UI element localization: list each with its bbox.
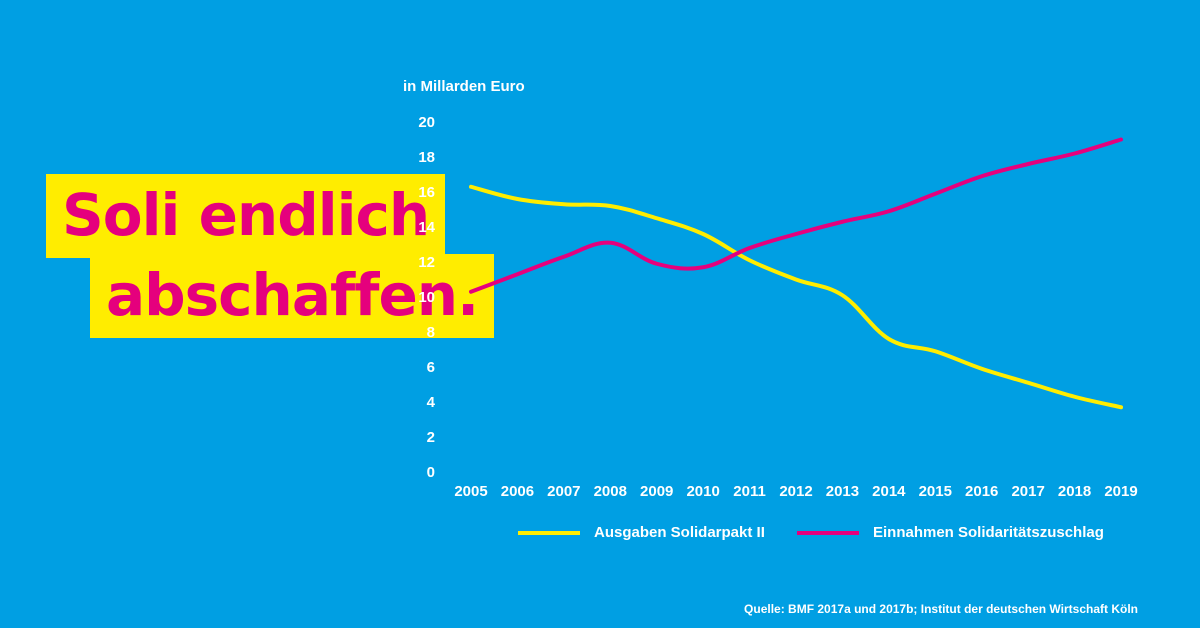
x-tick-label-2009: 2009 bbox=[640, 483, 673, 500]
legend-swatch-ausgaben bbox=[518, 530, 580, 535]
legend-item-einnahmen: Einnahmen Solidaritätszuschlag bbox=[797, 524, 1104, 541]
y-tick-label-14: 14 bbox=[418, 219, 435, 236]
x-tick-label-2005: 2005 bbox=[454, 483, 487, 500]
y-tick-label-6: 6 bbox=[427, 359, 435, 376]
x-tick-label-2014: 2014 bbox=[872, 483, 906, 500]
x-tick-label-2019: 2019 bbox=[1104, 483, 1137, 500]
legend-label-einnahmen: Einnahmen Solidaritätszuschlag bbox=[873, 524, 1104, 541]
y-tick-label-10: 10 bbox=[418, 289, 435, 306]
y-axis-unit-label: in Millarden Euro bbox=[403, 78, 525, 95]
x-tick-label-2007: 2007 bbox=[547, 483, 580, 500]
y-tick-label-8: 8 bbox=[427, 324, 435, 341]
y-tick-label-12: 12 bbox=[418, 254, 435, 271]
series-line-ausgaben bbox=[469, 184, 1123, 410]
x-tick-label-2006: 2006 bbox=[501, 483, 534, 500]
y-tick-label-2: 2 bbox=[427, 429, 435, 446]
x-tick-label-2018: 2018 bbox=[1058, 483, 1091, 500]
x-tick-label-2012: 2012 bbox=[779, 483, 812, 500]
source-note: Quelle: BMF 2017a und 2017b; Institut de… bbox=[744, 602, 1138, 616]
legend-item-ausgaben: Ausgaben Solidarpakt II bbox=[518, 524, 765, 541]
y-tick-label-18: 18 bbox=[418, 149, 435, 166]
legend-swatch-einnahmen bbox=[797, 530, 859, 535]
x-tick-label-2010: 2010 bbox=[686, 483, 719, 500]
headline-line-1: Soli endlich bbox=[46, 174, 446, 258]
series-line-einnahmen bbox=[469, 137, 1123, 294]
legend-label-ausgaben: Ausgaben Solidarpakt II bbox=[594, 524, 765, 541]
x-tick-label-2016: 2016 bbox=[965, 483, 998, 500]
x-tick-label-2013: 2013 bbox=[826, 483, 859, 500]
y-tick-label-20: 20 bbox=[418, 114, 435, 131]
y-tick-label-4: 4 bbox=[427, 394, 436, 411]
x-tick-label-2015: 2015 bbox=[919, 483, 952, 500]
y-tick-label-16: 16 bbox=[418, 184, 435, 201]
x-tick-label-2011: 2011 bbox=[733, 483, 766, 500]
x-tick-label-2008: 2008 bbox=[594, 483, 627, 500]
y-tick-label-0: 0 bbox=[427, 464, 435, 481]
headline-line-2: abschaffen. bbox=[90, 254, 495, 338]
x-tick-label-2017: 2017 bbox=[1011, 483, 1044, 500]
